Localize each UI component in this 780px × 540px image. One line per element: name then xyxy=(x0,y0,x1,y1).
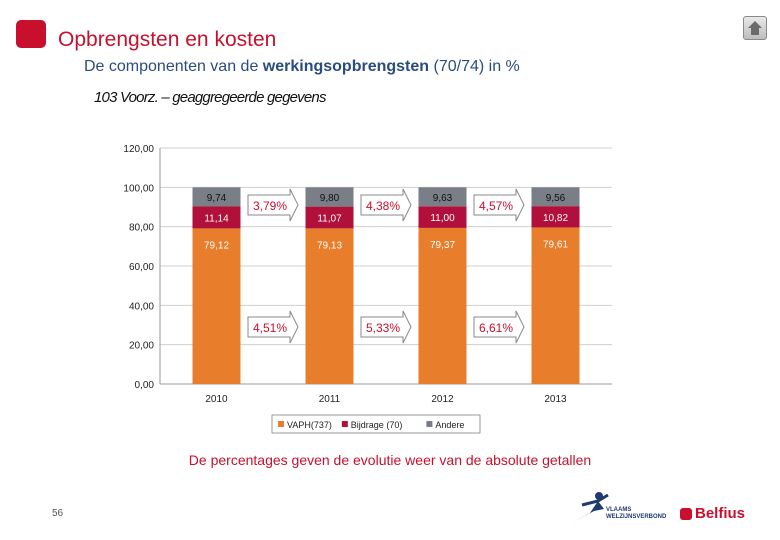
bar-segment xyxy=(192,228,241,384)
legend-swatch xyxy=(278,421,284,427)
bar-segment xyxy=(531,187,580,207)
growth-label-lower: 5,33% xyxy=(366,321,400,335)
growth-arrow xyxy=(247,310,299,344)
y-tick-label: 20,00 xyxy=(129,341,154,352)
legend-label: Bijdrage (70) xyxy=(351,420,403,430)
growth-label-upper: 4,57% xyxy=(479,199,513,213)
growth-arrow xyxy=(473,310,525,344)
data-label: 9,74 xyxy=(207,193,227,204)
data-label: 11,07 xyxy=(317,213,342,224)
y-tick-label: 60,00 xyxy=(129,262,154,273)
growth-arrow xyxy=(360,310,412,344)
growth-label-lower: 6,61% xyxy=(479,321,513,335)
page-subtitle: De componenten van de werkingsopbrengste… xyxy=(84,58,520,76)
data-label: 11,14 xyxy=(204,213,229,224)
x-tick-label: 2012 xyxy=(431,394,454,405)
bar-segment xyxy=(305,228,354,384)
growth-label-upper: 3,79% xyxy=(253,199,287,213)
y-tick-label: 120,00 xyxy=(123,144,154,155)
legend-swatch xyxy=(426,421,433,427)
y-tick-label: 0,00 xyxy=(135,380,155,391)
growth-arrow xyxy=(360,188,412,222)
data-label: 79,12 xyxy=(204,240,229,251)
data-label: 79,13 xyxy=(317,240,342,251)
y-tick-label: 100,00 xyxy=(123,183,154,194)
y-tick-label: 40,00 xyxy=(129,301,154,312)
bar-segment xyxy=(418,206,467,228)
belfius-logo-mark xyxy=(680,508,692,520)
bar-segment xyxy=(192,187,241,207)
subtitle-post: (70/74) in % xyxy=(429,58,520,75)
belfius-logo-text: Belfius xyxy=(695,505,746,522)
subtitle-pre: De componenten van de xyxy=(84,58,263,75)
data-label: 9,56 xyxy=(546,193,566,204)
home-button[interactable] xyxy=(743,16,767,40)
data-label: 10,82 xyxy=(543,213,568,224)
data-label: 9,80 xyxy=(320,193,340,204)
bar-segment xyxy=(305,187,354,207)
bar-segment xyxy=(418,227,467,384)
home-icon xyxy=(748,21,762,35)
bar-segment xyxy=(418,187,467,207)
legend-swatch xyxy=(341,421,348,427)
bar-segment xyxy=(192,206,241,229)
page-title: Opbrengsten en kosten xyxy=(58,28,277,51)
legend-label: Andere xyxy=(435,420,464,430)
bar-segment xyxy=(305,206,354,229)
y-tick-label: 80,00 xyxy=(129,223,154,234)
growth-label-upper: 4,38% xyxy=(366,199,400,213)
growth-label-lower: 4,51% xyxy=(253,321,287,335)
data-label: 79,37 xyxy=(430,240,455,251)
growth-arrow xyxy=(247,188,299,222)
growth-arrow xyxy=(473,188,525,222)
footer-note: De percentages geven de evolutie weer va… xyxy=(188,452,592,468)
page-number: 56 xyxy=(52,508,64,519)
subtitle-bold: werkingsopbrengsten xyxy=(262,58,430,75)
bar-segment xyxy=(531,206,580,228)
data-label: 11,00 xyxy=(430,213,455,224)
vlaams-welzijnsverbond-logo xyxy=(572,492,609,523)
x-tick-label: 2010 xyxy=(205,394,228,405)
legend-label: VAPH(737) xyxy=(287,420,332,430)
x-tick-label: 2011 xyxy=(319,394,341,405)
bar-segment xyxy=(531,227,580,384)
legend-box xyxy=(271,414,481,434)
data-label: 9,63 xyxy=(433,193,453,204)
title-bullet xyxy=(16,20,46,48)
x-tick-label: 2013 xyxy=(544,394,567,405)
chart-title: 103 Voorz. – geaggregeerde gegevens xyxy=(94,89,326,106)
vlaams-logo-text: VLAAMS WELZIJNSVERBOND xyxy=(606,507,667,520)
data-label: 79,61 xyxy=(543,239,568,250)
